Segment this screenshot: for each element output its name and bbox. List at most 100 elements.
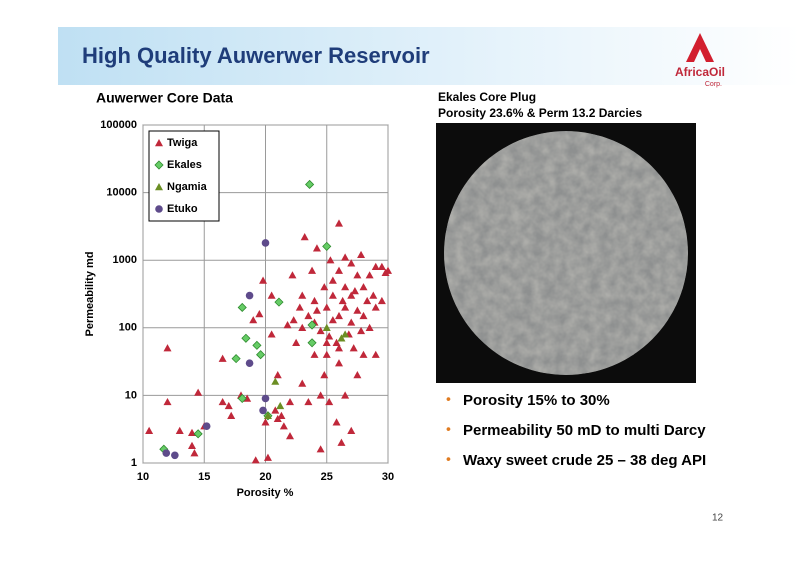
data-point: [353, 271, 362, 279]
data-point: [237, 393, 247, 404]
data-point: [328, 316, 337, 324]
data-point: [171, 451, 179, 460]
data-point: [289, 316, 298, 324]
data-point: [163, 344, 172, 352]
slide-title: High Quality Auwerwer Reservoir: [82, 43, 430, 68]
data-point: [188, 441, 196, 449]
x-axis-label: Porosity %: [237, 487, 294, 499]
x-tick-label: 10: [137, 471, 149, 483]
legend-label: Ngamia: [167, 181, 208, 193]
logo-mark: [686, 33, 714, 62]
data-point: [231, 354, 241, 364]
bullet-dot: •: [446, 451, 451, 467]
data-point: [277, 411, 286, 419]
logo: AfricaOil Corp.: [675, 33, 725, 88]
data-point: [267, 330, 276, 338]
data-point: [251, 456, 260, 464]
data-point: [288, 271, 297, 279]
legend-marker: [154, 160, 164, 170]
data-point: [359, 311, 368, 320]
data-point: [353, 306, 362, 314]
data-point: [298, 291, 307, 299]
chart-title: Auwerwer Core Data: [96, 90, 233, 106]
data-point: [347, 259, 356, 267]
bullet-dot: •: [446, 421, 451, 437]
bullet-text: Porosity 15% to 30%: [463, 392, 610, 409]
data-point: [377, 262, 386, 270]
legend-marker: [155, 139, 163, 147]
data-marks: [145, 179, 392, 464]
data-point: [312, 306, 321, 314]
data-point: [312, 244, 321, 252]
data-point: [341, 330, 350, 338]
data-point: [359, 283, 368, 291]
data-point: [335, 311, 343, 320]
data-point: [341, 253, 350, 261]
data-point: [357, 250, 366, 259]
header-band: [58, 27, 800, 85]
data-point: [308, 266, 317, 274]
x-tick-label: 20: [259, 471, 271, 483]
data-point: [322, 338, 331, 346]
data-point: [371, 350, 380, 358]
data-point: [335, 219, 343, 227]
data-point: [322, 323, 331, 331]
data-point: [371, 262, 380, 270]
data-point: [320, 371, 329, 379]
y-axis-label: Permeability md: [84, 252, 96, 337]
core-plug: [444, 131, 688, 375]
data-point: [292, 338, 301, 346]
logo-name: AfricaOil: [675, 65, 725, 79]
data-point: [276, 401, 285, 410]
data-point: [274, 297, 284, 307]
data-point: [365, 323, 374, 331]
data-point: [245, 291, 254, 300]
legend-label: Etuko: [167, 203, 198, 215]
data-point: [349, 344, 358, 352]
data-point: [259, 406, 267, 415]
data-point: [337, 334, 346, 342]
data-point: [320, 283, 329, 291]
bullet-text: Permeability 50 mD to multi Darcy: [463, 422, 706, 439]
data-point: [316, 326, 325, 335]
data-point: [283, 321, 292, 329]
data-point: [337, 438, 346, 446]
data-point: [298, 323, 307, 331]
y-tick-label: 100: [119, 322, 137, 334]
data-point: [261, 394, 270, 403]
data-point: [261, 239, 270, 247]
data-point: [256, 350, 266, 360]
data-point: [316, 445, 325, 453]
bullet-text: Waxy sweet crude 25 – 38 deg API: [463, 452, 706, 469]
data-point: [338, 296, 347, 305]
data-point: [350, 287, 359, 295]
data-point: [263, 453, 272, 461]
data-point: [359, 350, 368, 358]
photo-caption: Ekales Core Plug: [438, 90, 536, 104]
data-point: [267, 291, 276, 299]
x-tick-label: 15: [198, 471, 210, 483]
data-point: [279, 422, 288, 430]
page-number: 12: [712, 513, 724, 524]
data-point: [175, 426, 184, 434]
data-point: [365, 271, 374, 279]
data-point: [190, 449, 199, 457]
data-point: [347, 318, 356, 326]
legend: Twiga Ekales Ngamia Etuko: [148, 130, 220, 222]
data-point: [335, 266, 343, 274]
data-point: [298, 379, 307, 387]
data-point: [252, 340, 262, 350]
data-point: [347, 291, 356, 299]
bullet-dot: •: [446, 391, 451, 407]
data-point: [194, 388, 203, 396]
data-point: [255, 310, 264, 318]
data-point: [237, 302, 247, 313]
data-point: [328, 276, 337, 284]
legend-label: Twiga: [167, 137, 198, 149]
data-point: [353, 371, 362, 379]
legend-marker: [155, 205, 163, 213]
data-point: [325, 332, 334, 340]
data-point: [307, 338, 317, 348]
data-point: [218, 354, 227, 362]
